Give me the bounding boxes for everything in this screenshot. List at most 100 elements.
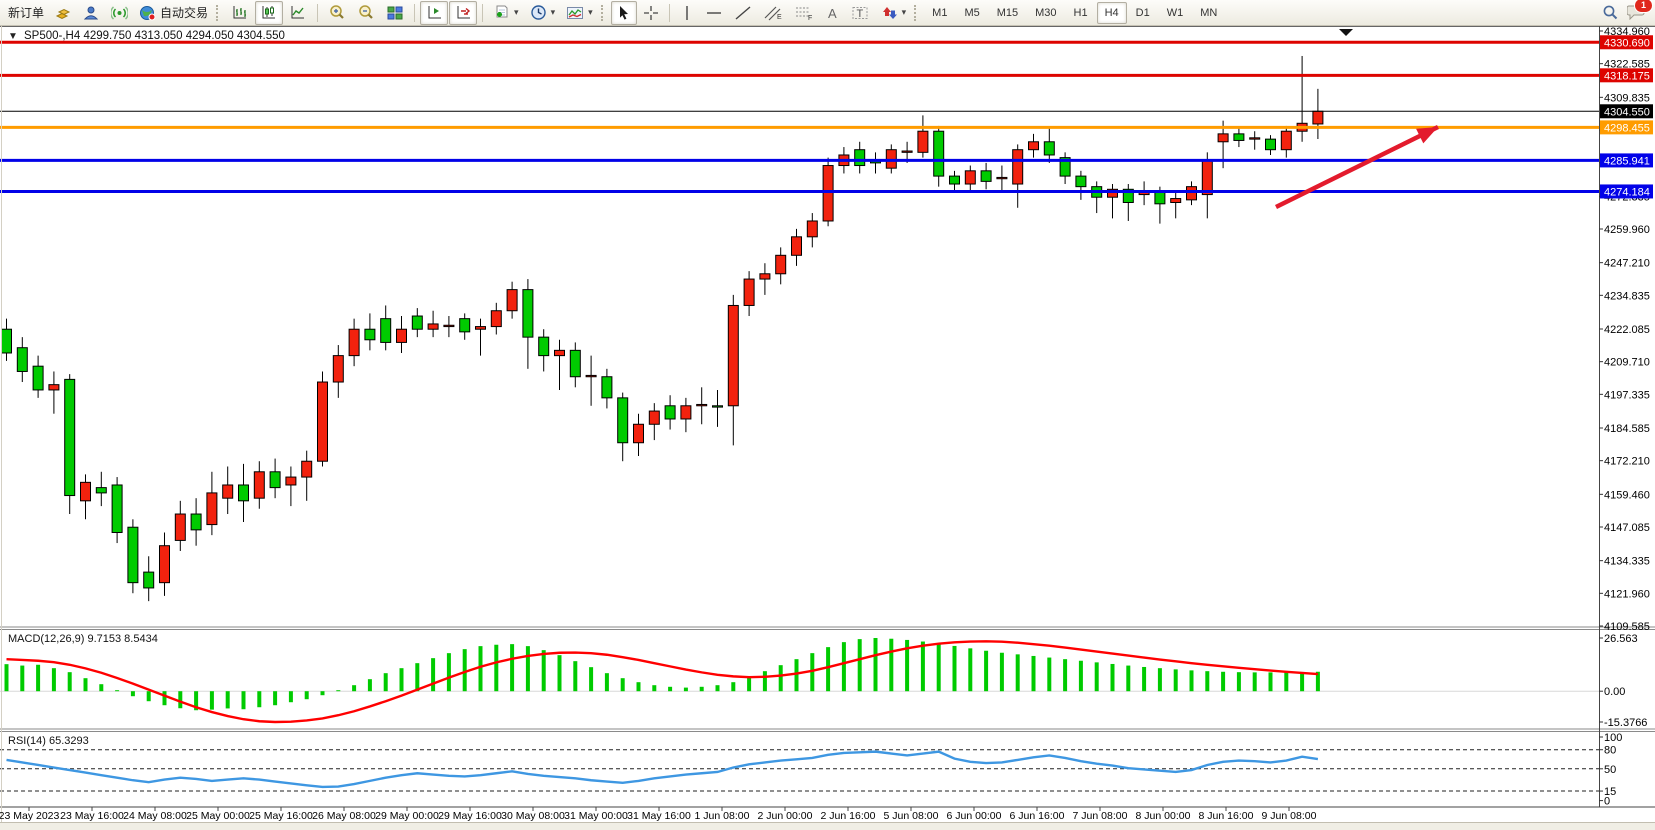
candle-body	[222, 484, 234, 499]
candle-body	[1249, 137, 1261, 140]
chart-title-marker[interactable]: ▼	[8, 31, 18, 42]
candle-body	[1186, 186, 1197, 201]
candle-body	[238, 484, 249, 502]
price-tick-label: 4159.460	[1604, 489, 1650, 501]
candle-body	[411, 315, 423, 330]
macd-histogram-bar	[1236, 672, 1241, 692]
periods-button[interactable]: ▾	[525, 1, 561, 25]
indicators-button[interactable]: ▾	[561, 1, 598, 25]
svg-text:A: A	[828, 6, 837, 21]
new-chart-button[interactable]: ▾	[488, 1, 524, 25]
text-label-button[interactable]: T	[846, 1, 874, 25]
tab-m5[interactable]: M5	[964, 6, 980, 19]
signal-button[interactable]	[106, 1, 133, 25]
macd-histogram-bar	[731, 682, 736, 692]
candle-body	[1107, 188, 1118, 198]
new-order-button[interactable]: 新订单	[3, 1, 49, 25]
date-tick-label: 1 Jun 08:00	[695, 810, 750, 822]
candlestick-chart-button[interactable]	[255, 0, 284, 25]
price-badge	[1600, 153, 1653, 168]
gold-bars-icon[interactable]	[50, 1, 77, 25]
macd-histogram-bar	[1126, 665, 1131, 692]
candle-body	[664, 405, 676, 420]
tab-m1[interactable]: M1	[932, 6, 948, 19]
macd-tick-label: -15.3766	[1604, 717, 1647, 729]
auto-trading-label: 自动交易	[160, 6, 209, 20]
tab-m15[interactable]: M15	[996, 6, 1019, 19]
zoom-in-button[interactable]	[323, 1, 351, 25]
zoom-out-button[interactable]	[352, 1, 380, 25]
chat-button[interactable]: 1	[1626, 0, 1653, 23]
vertical-line-button[interactable]	[675, 1, 699, 25]
macd-histogram-bar	[636, 682, 641, 692]
chart-shift-icon	[428, 5, 442, 18]
arrows-button[interactable]: ▾	[875, 1, 912, 25]
horizontal-line-button[interactable]	[700, 1, 728, 25]
candle-body	[1, 328, 12, 354]
macd-label: MACD(12,26,9) 9.7153 8.5434	[8, 633, 158, 645]
candle-body	[48, 384, 60, 391]
candle-body	[1043, 141, 1055, 156]
trend-line-button[interactable]	[729, 1, 757, 25]
toolbar-separator	[668, 3, 670, 22]
macd-histogram-bar	[1110, 663, 1115, 692]
candle-body	[111, 484, 123, 534]
auto-scroll-button[interactable]	[449, 0, 478, 25]
candle-body	[601, 376, 613, 399]
crosshair-button[interactable]	[638, 1, 664, 25]
svg-text:T: T	[856, 8, 863, 20]
tab-h1[interactable]: H1	[1073, 6, 1088, 19]
candle-body	[569, 349, 581, 378]
price-badge	[1600, 184, 1653, 199]
candle-body	[190, 513, 202, 531]
candle-body	[506, 289, 518, 312]
auto-trading-button[interactable]: 自动交易	[134, 1, 213, 25]
toolbar-grip[interactable]	[216, 4, 221, 21]
line-chart-button[interactable]	[284, 1, 312, 25]
chart-shift-button[interactable]	[420, 0, 449, 25]
equidistant-channel-button[interactable]: E	[758, 1, 788, 25]
tab-w1[interactable]: W1	[1166, 6, 1184, 19]
price-badge-label: 4298.455	[1604, 122, 1650, 134]
tab-h4[interactable]: H4	[1096, 1, 1127, 24]
price-tick-label: 4209.710	[1604, 357, 1650, 369]
macd-histogram-bar	[604, 673, 609, 692]
tab-d1[interactable]: D1	[1135, 6, 1150, 19]
candle-body	[475, 326, 486, 330]
candle-body	[980, 170, 992, 182]
price-tick-label: 4172.210	[1604, 456, 1650, 468]
macd-histogram-bar	[573, 661, 578, 692]
price-badge-label: 4285.941	[1604, 155, 1650, 167]
candle-body	[174, 513, 186, 541]
macd-histogram-bar	[36, 664, 41, 692]
tile-windows-button[interactable]	[381, 1, 409, 25]
candle-body	[522, 289, 534, 338]
macd-histogram-bar	[841, 642, 846, 692]
globe-icon	[140, 5, 156, 20]
cursor-button[interactable]	[610, 0, 637, 25]
bar-chart-button[interactable]	[226, 1, 254, 25]
chevron-down-icon: ▾	[901, 7, 907, 17]
text-button[interactable]: A	[820, 1, 845, 25]
chart-canvas[interactable]: 4334.9604322.5854309.8354297.4604285.085…	[0, 26, 1655, 830]
candle-body	[459, 318, 471, 333]
data-window-button[interactable]	[78, 1, 105, 25]
candle-body	[554, 349, 565, 357]
toolbar-grip[interactable]	[600, 4, 606, 21]
new-chart-icon	[496, 5, 508, 18]
price-tick-label: 4121.960	[1604, 588, 1650, 600]
tab-m30[interactable]: M30	[1035, 6, 1057, 19]
fibonacci-button[interactable]: F	[789, 1, 819, 25]
candle-body	[80, 481, 91, 502]
toolbar-grip[interactable]	[914, 4, 919, 21]
price-tick-label: 4322.585	[1604, 59, 1650, 71]
price-badge	[1600, 35, 1653, 50]
macd-histogram-bar	[999, 652, 1004, 692]
price-tick-label: 4109.585	[1604, 621, 1650, 633]
horizontal-line-icon	[706, 11, 721, 14]
candle-body	[585, 374, 597, 378]
tab-mn[interactable]: MN	[1200, 6, 1218, 19]
rsi-tick-label: 0	[1604, 796, 1610, 808]
macd-histogram-bar	[225, 691, 230, 709]
search-icon[interactable]	[1602, 4, 1619, 21]
